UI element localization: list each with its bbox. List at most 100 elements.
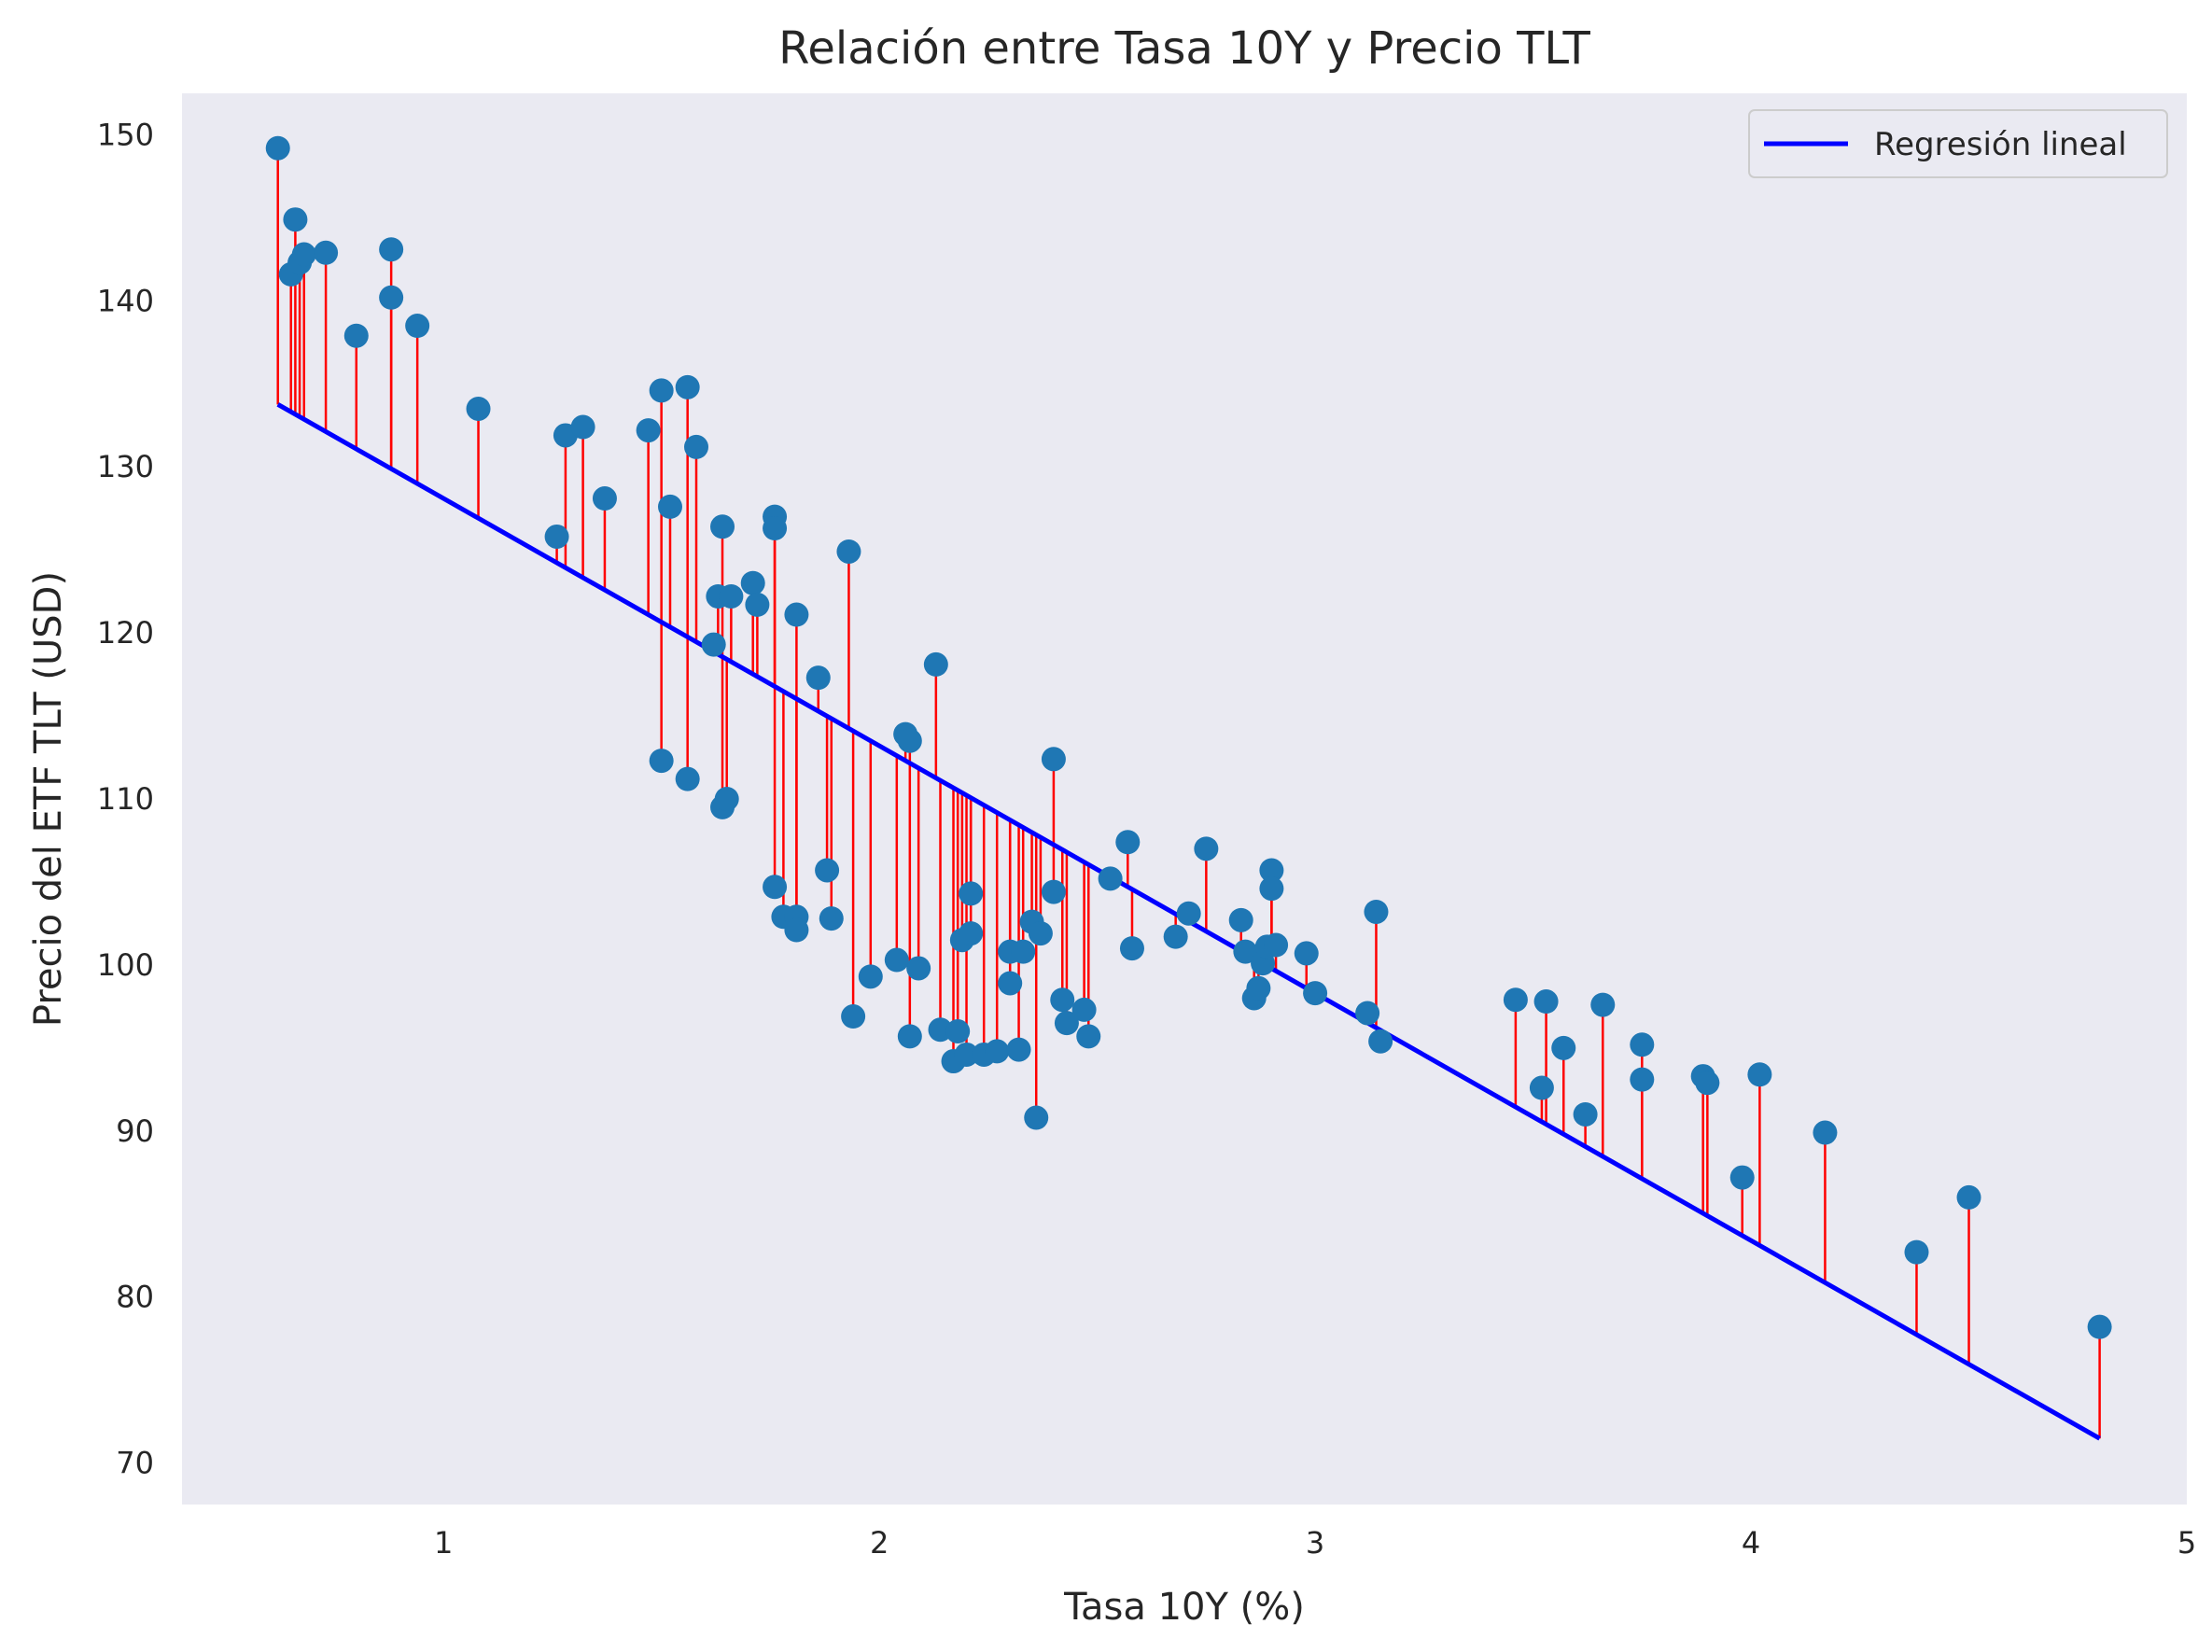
data-point [714, 787, 739, 811]
data-point [1303, 981, 1328, 1006]
data-point [740, 570, 765, 595]
data-point [1533, 989, 1559, 1015]
x-tick-label: 5 [2177, 1525, 2196, 1561]
data-point [405, 314, 430, 339]
x-tick-label: 2 [870, 1525, 889, 1561]
x-tick-label: 3 [1306, 1525, 1324, 1561]
y-tick-label: 70 [116, 1446, 154, 1481]
data-point [836, 539, 861, 564]
data-point [1695, 1071, 1720, 1096]
data-point [945, 1019, 971, 1044]
data-point [959, 881, 984, 906]
data-point [701, 632, 726, 657]
plot-background [182, 93, 2187, 1505]
data-point [1904, 1239, 1929, 1265]
data-point [954, 1042, 979, 1067]
data-point [923, 651, 948, 677]
data-point [1529, 1075, 1554, 1100]
data-point [928, 1017, 953, 1043]
data-point [805, 665, 831, 691]
data-point [1194, 836, 1219, 861]
data-point [710, 514, 735, 539]
data-point [466, 396, 491, 421]
data-point [959, 921, 984, 946]
data-point [1006, 1037, 1031, 1062]
data-point [649, 749, 674, 774]
data-point [1813, 1120, 1838, 1145]
data-point [1041, 747, 1066, 772]
data-point [819, 906, 844, 931]
data-point [1011, 939, 1036, 964]
data-point [1259, 876, 1284, 902]
y-tick-label: 130 [97, 449, 154, 484]
data-point [1071, 997, 1097, 1022]
data-point [570, 414, 595, 440]
data-point [1551, 1035, 1576, 1060]
data-point [675, 374, 700, 399]
data-point [1246, 975, 1271, 1001]
data-point [1228, 907, 1253, 932]
data-point [675, 766, 700, 791]
data-point [1054, 1011, 1079, 1036]
y-tick-label: 80 [116, 1280, 154, 1315]
y-axis-label: Precio del ETF TLT (USD) [27, 571, 70, 1027]
x-tick-label: 4 [1742, 1525, 1760, 1561]
data-point [784, 602, 809, 627]
data-point [906, 956, 931, 981]
data-point [684, 434, 709, 459]
data-point [897, 1024, 922, 1049]
data-point [265, 135, 290, 161]
data-point [1573, 1101, 1598, 1127]
y-tick-label: 110 [97, 781, 154, 817]
x-axis-label: Tasa 10Y (%) [1063, 1586, 1305, 1629]
data-point [745, 592, 770, 617]
data-point [283, 207, 308, 232]
data-point [985, 1039, 1010, 1064]
data-point [2087, 1314, 2112, 1339]
residual-lines [276, 147, 2101, 1439]
y-tick-label: 100 [97, 947, 154, 983]
data-point [1503, 987, 1528, 1013]
data-point [657, 494, 682, 519]
data-point [1747, 1062, 1772, 1087]
x-axis-ticks: 1 2 3 4 5 [434, 1525, 2196, 1561]
data-point [858, 964, 883, 989]
data-point [1956, 1184, 1981, 1210]
data-point [1355, 1001, 1380, 1026]
data-points [265, 135, 2112, 1339]
data-point [1050, 987, 1075, 1013]
data-point [592, 486, 617, 511]
data-point [1233, 939, 1258, 964]
data-point [379, 237, 404, 262]
data-point [784, 917, 809, 943]
data-point [841, 1004, 866, 1029]
data-point [1590, 992, 1616, 1017]
data-point [884, 947, 909, 973]
data-point [719, 583, 744, 609]
y-tick-label: 120 [97, 615, 154, 651]
y-tick-label: 150 [97, 117, 154, 152]
data-point [1115, 830, 1141, 855]
chart-title: Relación entre Tasa 10Y y Precio TLT [778, 22, 1590, 75]
legend: Regresión lineal [1748, 109, 2168, 178]
data-point [1028, 921, 1053, 946]
data-point [1024, 1105, 1049, 1130]
data-point [291, 242, 316, 267]
data-point [1630, 1067, 1655, 1092]
data-point [1119, 936, 1144, 961]
y-tick-label: 90 [116, 1113, 154, 1149]
data-point [1098, 866, 1123, 891]
data-point [1630, 1032, 1655, 1057]
data-point [1041, 879, 1066, 904]
legend-label-regression: Regresión lineal [1874, 126, 2127, 163]
data-point [343, 323, 369, 348]
data-point [1729, 1165, 1755, 1190]
data-point [1364, 899, 1389, 924]
data-point [1076, 1024, 1101, 1049]
y-axis-ticks: 70 80 90 100 110 120 130 140 150 [97, 117, 154, 1480]
data-point [1163, 924, 1188, 949]
data-point [998, 971, 1023, 996]
data-point [1294, 941, 1319, 966]
data-point [544, 524, 569, 549]
